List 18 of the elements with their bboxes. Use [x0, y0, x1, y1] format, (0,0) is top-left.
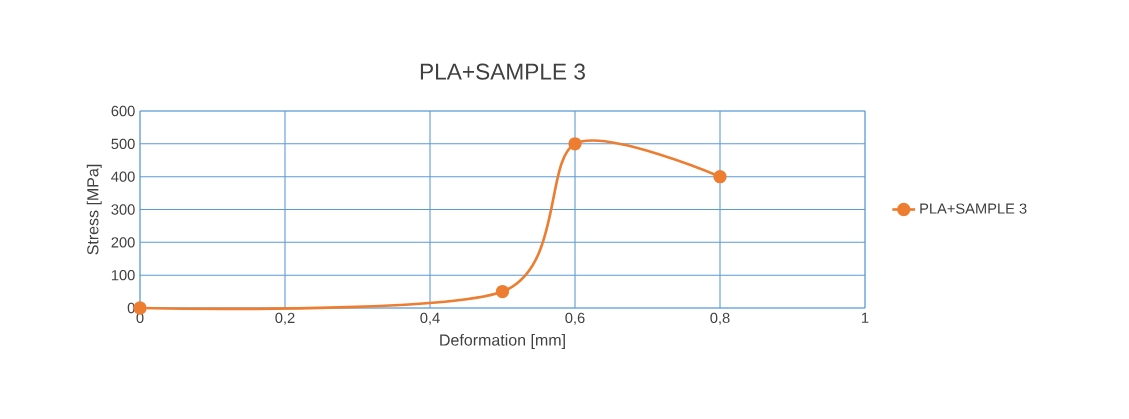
y-tick-label: 600 [111, 105, 135, 117]
chart-title: PLA+SAMPLE 3 [420, 63, 585, 80]
x-tick-label: 0,8 [710, 312, 730, 325]
y-tick-label: 300 [111, 204, 135, 215]
y-tick-label: 200 [111, 237, 135, 248]
x-tick-label: 0,4 [420, 312, 440, 325]
point [713, 170, 727, 184]
y-tick-label: 500 [111, 138, 135, 150]
point [495, 284, 510, 299]
x-tick-label: 0,6 [565, 312, 585, 325]
y-tick-label: 400 [111, 171, 135, 182]
x-axis-title: Deformation [mm] [440, 333, 565, 349]
legend-label: PLA+SAMPLE 3 [920, 203, 1027, 214]
x-tick-label: 1 [862, 312, 869, 323]
y-axis-title: Stress [MPa] [86, 164, 102, 255]
x-tick-label: 0,2 [275, 312, 295, 325]
point [568, 137, 582, 151]
y-tick-label: 100 [111, 269, 135, 281]
